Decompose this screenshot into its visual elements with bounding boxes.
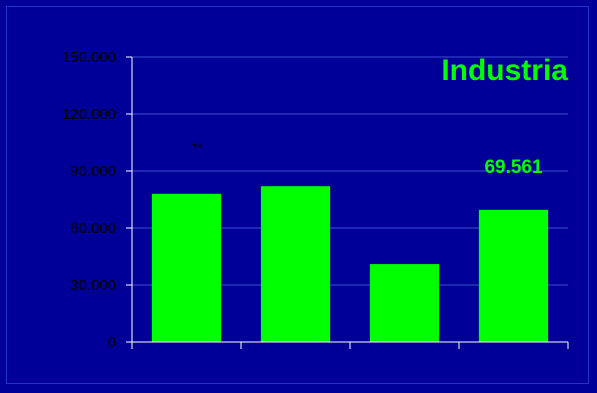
bar	[479, 210, 548, 342]
bars-layer	[152, 186, 548, 342]
chart-annotation: **	[192, 140, 202, 155]
bar	[152, 194, 221, 342]
y-tick-label: 30.000	[70, 277, 116, 294]
y-tick-label: 120.000	[62, 106, 116, 123]
y-tick-label: 0	[108, 334, 116, 351]
data-label: 69.561	[484, 157, 543, 178]
y-tick-label: 90.000	[70, 163, 116, 180]
chart-title: Industria	[441, 54, 568, 87]
y-tick-label: 60.000	[70, 220, 116, 237]
y-tick-label: 150.000	[62, 49, 116, 66]
bar	[261, 186, 330, 342]
bar	[370, 264, 439, 342]
